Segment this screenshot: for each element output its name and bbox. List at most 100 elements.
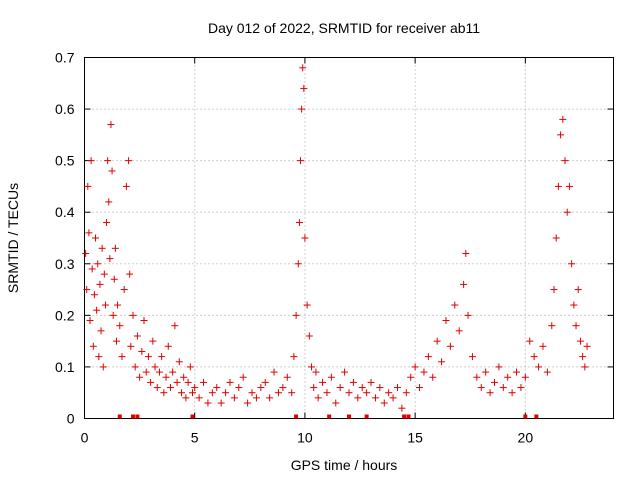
data-point <box>420 368 428 376</box>
data-point <box>230 394 238 402</box>
data-point <box>504 373 512 381</box>
data-point <box>543 368 551 376</box>
data-point <box>385 389 393 397</box>
data-point <box>125 157 133 165</box>
data-point <box>136 373 144 381</box>
data-point <box>376 384 384 392</box>
data-point <box>530 353 538 361</box>
y-tick-label: 0.3 <box>55 256 75 272</box>
data-point <box>429 373 437 381</box>
data-point <box>204 399 212 407</box>
data-point <box>105 198 113 206</box>
data-point <box>300 84 308 92</box>
data-point <box>144 353 152 361</box>
data-point <box>235 384 243 392</box>
data-point <box>358 384 366 392</box>
data-point <box>244 399 252 407</box>
data-point <box>200 378 208 386</box>
y-tick-label: 0.5 <box>55 153 75 169</box>
data-point <box>570 301 578 309</box>
data-point <box>95 353 103 361</box>
data-point <box>295 219 303 227</box>
data-point <box>389 394 397 402</box>
data-point <box>290 353 298 361</box>
y-tick-label: 0.6 <box>55 101 75 117</box>
y-axis-title: SRMTID / TECUs <box>5 183 21 293</box>
data-point <box>455 327 463 335</box>
data-point <box>89 342 97 350</box>
data-point <box>138 347 146 355</box>
data-point <box>283 373 291 381</box>
x-axis-title: GPS time / hours <box>291 457 398 473</box>
y-tick-label: 0 <box>67 411 75 427</box>
data-point <box>94 260 102 268</box>
data-point <box>261 378 269 386</box>
data-point <box>129 311 137 319</box>
zero-marker <box>327 414 332 419</box>
grid <box>84 57 614 419</box>
zero-marker <box>406 414 411 419</box>
data-point <box>177 389 185 397</box>
data-point <box>550 286 558 294</box>
data-point <box>297 157 305 165</box>
data-point <box>126 270 134 278</box>
data-point <box>411 363 419 371</box>
data-point <box>349 378 357 386</box>
data-point <box>460 280 468 288</box>
data-point <box>539 342 547 350</box>
data-point <box>222 389 230 397</box>
data-point <box>186 363 194 371</box>
data-point <box>153 384 161 392</box>
data-point <box>142 368 150 376</box>
data-point <box>133 332 141 340</box>
data-point <box>158 353 166 361</box>
zero-marker <box>130 414 135 419</box>
data-point <box>336 384 344 392</box>
data-point <box>279 384 287 392</box>
data-point <box>217 399 225 407</box>
data-point <box>292 311 300 319</box>
data-point <box>87 157 95 165</box>
data-point <box>85 229 93 237</box>
data-point <box>477 384 485 392</box>
data-point <box>521 373 529 381</box>
data-point <box>581 363 589 371</box>
x-tick-label: 20 <box>518 430 534 446</box>
data-point <box>191 384 199 392</box>
data-point <box>83 286 91 294</box>
data-point <box>548 322 556 330</box>
data-point <box>499 384 507 392</box>
data-point <box>114 301 122 309</box>
data-point <box>424 353 432 361</box>
data-point <box>151 363 159 371</box>
data-point <box>579 353 587 361</box>
data-point <box>86 317 94 325</box>
data-point <box>189 389 197 397</box>
data-point <box>464 311 472 319</box>
data-point <box>398 404 406 412</box>
data-point <box>490 378 498 386</box>
data-point <box>583 342 591 350</box>
data-point <box>248 389 256 397</box>
data-point <box>169 368 177 376</box>
chart-title: Day 012 of 2022, SRMTID for receiver ab1… <box>208 20 480 36</box>
data-point <box>140 317 148 325</box>
data-point <box>552 234 560 242</box>
data-point <box>565 182 573 190</box>
data-points <box>82 64 591 419</box>
data-point <box>175 358 183 366</box>
data-point <box>103 219 111 227</box>
data-point <box>182 394 190 402</box>
data-point <box>303 301 311 309</box>
data-point <box>252 394 260 402</box>
data-point <box>274 389 282 397</box>
data-point <box>257 384 265 392</box>
data-point <box>354 394 362 402</box>
data-point <box>407 373 415 381</box>
data-point <box>446 342 454 350</box>
data-point <box>305 332 313 340</box>
data-point <box>323 389 331 397</box>
data-point <box>462 249 470 257</box>
data-point <box>486 389 494 397</box>
